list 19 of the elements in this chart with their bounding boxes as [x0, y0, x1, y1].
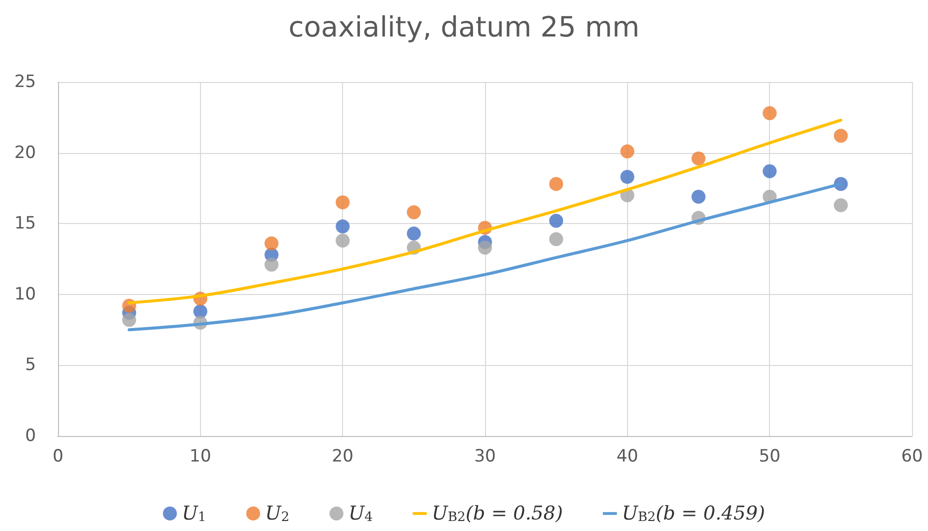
- y-tick-label: 0: [25, 426, 36, 446]
- legend-label: U2: [265, 502, 290, 525]
- x-tick-label: 20: [332, 446, 354, 466]
- legend-label: UB2(b = 0.58): [432, 502, 563, 525]
- y-tick-label: 15: [14, 214, 36, 234]
- x-tick-label: 40: [616, 446, 638, 466]
- y-tick-label: 20: [14, 142, 36, 163]
- y-tick-label: 5: [25, 355, 36, 376]
- x-tick-label: 10: [190, 446, 212, 466]
- x-tick-label: 60: [901, 446, 923, 466]
- chart-title: coaxiality, datum 25 mm: [288, 10, 640, 44]
- x-tick-label: 0: [52, 446, 64, 466]
- x-tick-label: 30: [474, 446, 496, 466]
- legend-label: U1: [182, 502, 206, 525]
- legend-label: UB2(b = 0.459): [622, 502, 766, 525]
- x-tick-label: 50: [758, 446, 780, 466]
- y-tick-label: 10: [14, 284, 36, 304]
- legend-label: U4: [348, 502, 373, 525]
- y-tick-label: 25: [14, 72, 36, 92]
